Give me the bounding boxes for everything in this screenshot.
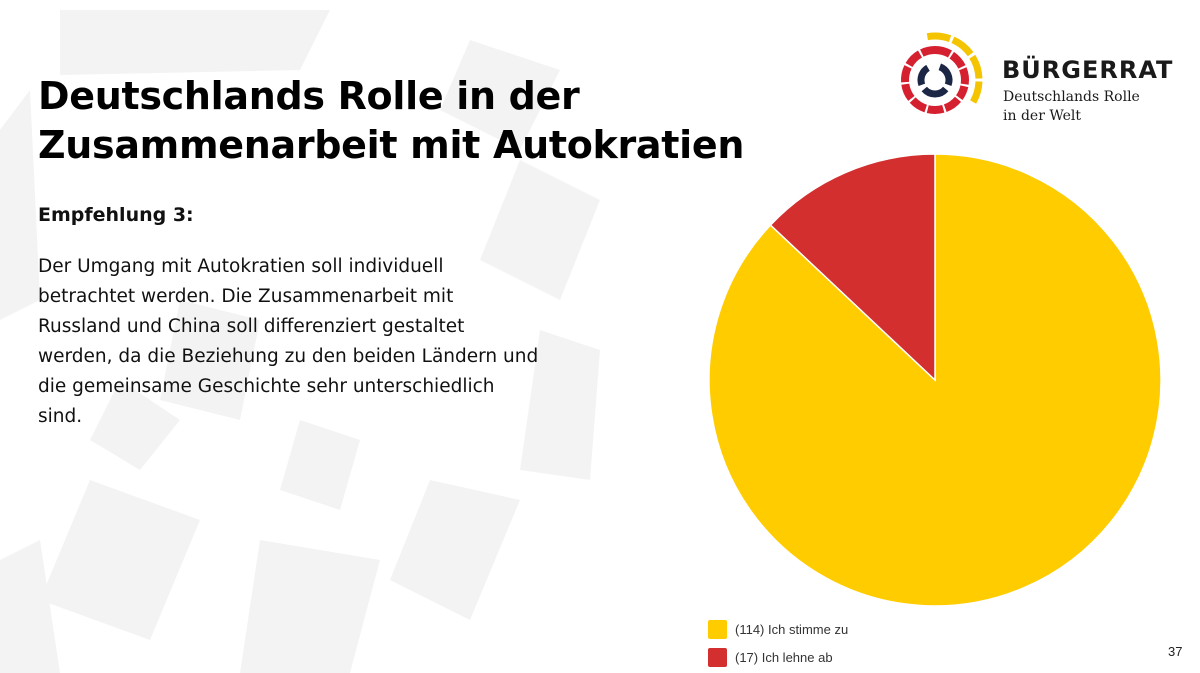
logo-outer-segment xyxy=(969,54,983,79)
legend-swatch-disagree xyxy=(708,647,727,667)
logo-subtitle-line: Deutschlands Rolle xyxy=(1003,89,1140,105)
logo-middle-segment xyxy=(920,46,936,57)
buergerrat-logo-icon xyxy=(901,32,983,114)
logo-outer-segment xyxy=(926,32,952,42)
logo-inner-segment xyxy=(921,86,949,98)
logo-middle-segment xyxy=(901,65,912,83)
recommendation-line: Russland und China soll differenziert ge… xyxy=(38,316,465,337)
logo-middle-segment xyxy=(943,96,962,112)
recommendation-line: die gemeinsame Geschichte sehr unterschi… xyxy=(38,376,495,397)
legend-item-disagree: (17) Ich lehne ab xyxy=(708,643,848,671)
logo-inner-segment xyxy=(917,64,931,86)
recommendation-line: sind. xyxy=(38,406,83,427)
logo-subtitle: Deutschlands Rolle in der Welt xyxy=(1003,88,1183,126)
page-number: 37 xyxy=(1168,644,1183,659)
chart-legend: (114) Ich stimme zu (17) Ich lehne ab xyxy=(708,615,848,671)
logo-middle-segment xyxy=(905,50,923,68)
logo-middle-segment xyxy=(949,51,966,69)
logo-outer-segment xyxy=(951,36,974,57)
recommendation-line: Der Umgang mit Autokratien soll individu… xyxy=(38,256,444,277)
logo-subtitle-line: in der Welt xyxy=(1003,108,1081,124)
logo-inner-segment xyxy=(938,63,953,86)
recommendation-line: betrachtet werden. Die Zusammenarbeit mi… xyxy=(38,286,454,307)
logo-middle-segment xyxy=(909,97,928,113)
legend-item-agree: (114) Ich stimme zu xyxy=(708,615,848,643)
recommendation-line: werden, da die Beziehung zu den beiden L… xyxy=(38,346,539,367)
buergerrat-logo: BÜRGERRAT Deutschlands Rolle in der Welt xyxy=(885,22,1185,127)
slide-title: Deutschlands Rolle in der Zusammenarbeit… xyxy=(38,72,745,170)
logo-middle-segment xyxy=(926,104,945,114)
logo-outer-segment xyxy=(969,81,983,104)
recommendation-text: Der Umgang mit Autokratien soll individu… xyxy=(38,252,618,432)
logo-middle-segment xyxy=(901,83,915,101)
slide-title-line-1: Deutschlands Rolle in der xyxy=(38,74,580,118)
logo-middle-segment xyxy=(934,46,952,58)
legend-label-disagree: (17) Ich lehne ab xyxy=(735,649,833,665)
logo-middle-segment xyxy=(959,67,969,85)
pie-chart xyxy=(708,153,1162,607)
legend-swatch-agree xyxy=(708,619,727,639)
slide-title-line-2: Zusammenarbeit mit Autokratien xyxy=(38,123,745,167)
logo-middle-segment xyxy=(955,85,969,100)
recommendation-heading: Empfehlung 3: xyxy=(38,204,194,226)
logo-name: BÜRGERRAT xyxy=(1002,56,1174,84)
legend-label-agree: (114) Ich stimme zu xyxy=(735,621,849,637)
pie-slice-disagree xyxy=(769,153,936,382)
